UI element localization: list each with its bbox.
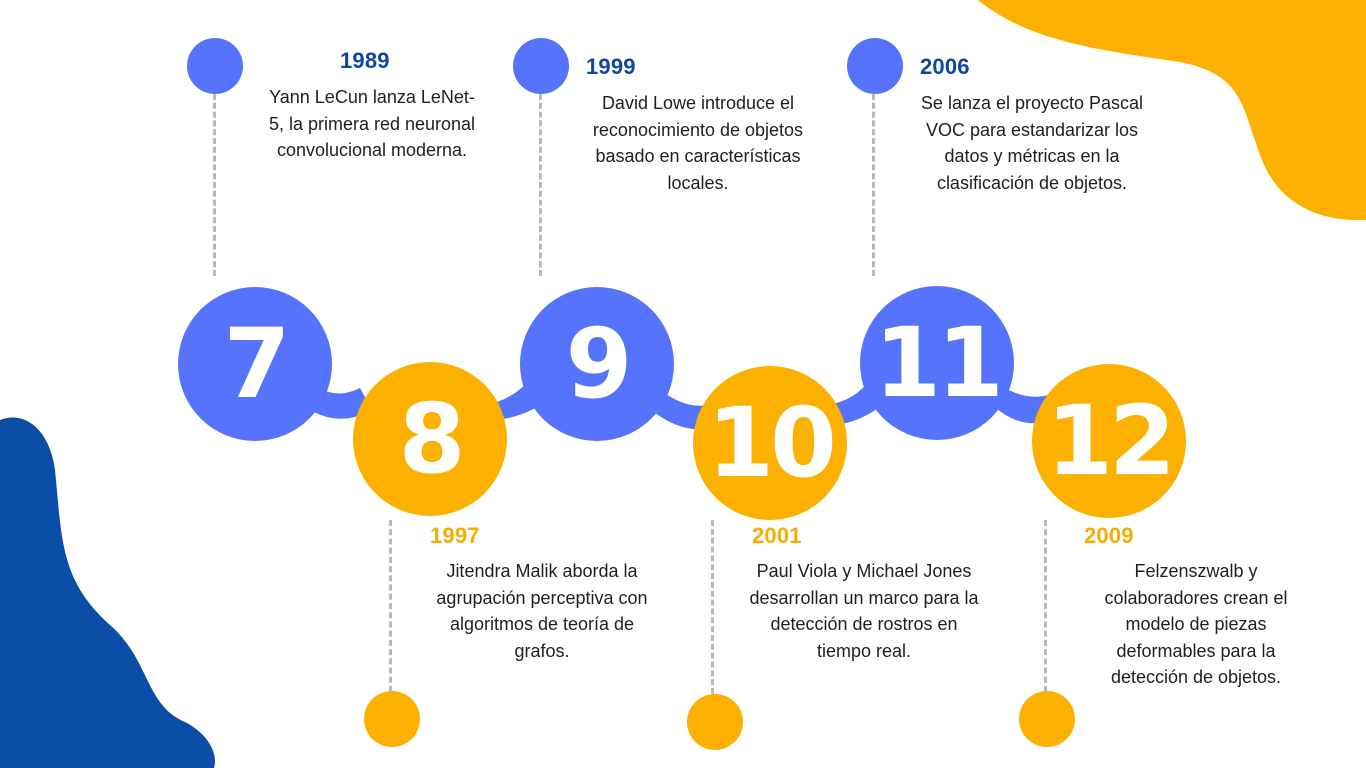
dashed-line — [539, 94, 542, 276]
dashed-line — [389, 520, 392, 692]
milestone-number: 8 — [398, 383, 466, 495]
milestone-year: 1997 — [430, 523, 480, 548]
dashed-line — [1044, 520, 1047, 692]
milestone-year: 1989 — [340, 48, 390, 73]
milestone-circle-7: 7 — [178, 287, 332, 441]
milestone-year: 2009 — [1084, 523, 1134, 548]
milestone-number: 9 — [565, 308, 633, 420]
orange-corner-blob — [978, 0, 1366, 221]
milestone-circle-10: 10 — [693, 366, 847, 520]
milestone-description: Paul Viola y Michael Jones desarrollan u… — [749, 561, 979, 661]
pin-dot — [187, 38, 243, 94]
milestone-number: 11 — [874, 307, 1004, 419]
milestone-year: 2001 — [752, 523, 802, 548]
milestone-circle-9: 9 — [520, 287, 674, 441]
pin-dot — [513, 38, 569, 94]
dashed-line — [711, 520, 714, 694]
navy-corner-blob — [0, 417, 215, 768]
milestone-number: 7 — [223, 308, 291, 420]
milestone-description: David Lowe introduce el reconocimiento d… — [592, 93, 804, 193]
dashed-line — [213, 94, 216, 276]
milestone-description: Jitendra Malik aborda la agrupación perc… — [436, 561, 648, 661]
milestone-number: 10 — [707, 387, 837, 499]
milestone-description: Se lanza el proyecto Pascal VOC para est… — [920, 93, 1144, 193]
milestone-year: 1999 — [586, 54, 636, 79]
pin-dot — [847, 38, 903, 94]
pin-dot — [687, 694, 743, 750]
milestone-year: 2006 — [920, 54, 970, 79]
milestone-circle-8: 8 — [353, 362, 507, 516]
milestone-description: Yann LeCun lanza LeNet-5, la primera red… — [268, 87, 476, 160]
milestone-number: 12 — [1046, 385, 1176, 497]
milestone-circle-11: 11 — [860, 286, 1014, 440]
dashed-line — [872, 94, 875, 276]
milestone-circle-12: 12 — [1032, 364, 1186, 518]
pin-dot — [364, 691, 420, 747]
milestone-description: Felzenszwalb y colaboradores crean el mo… — [1104, 561, 1288, 687]
pin-dot — [1019, 691, 1075, 747]
